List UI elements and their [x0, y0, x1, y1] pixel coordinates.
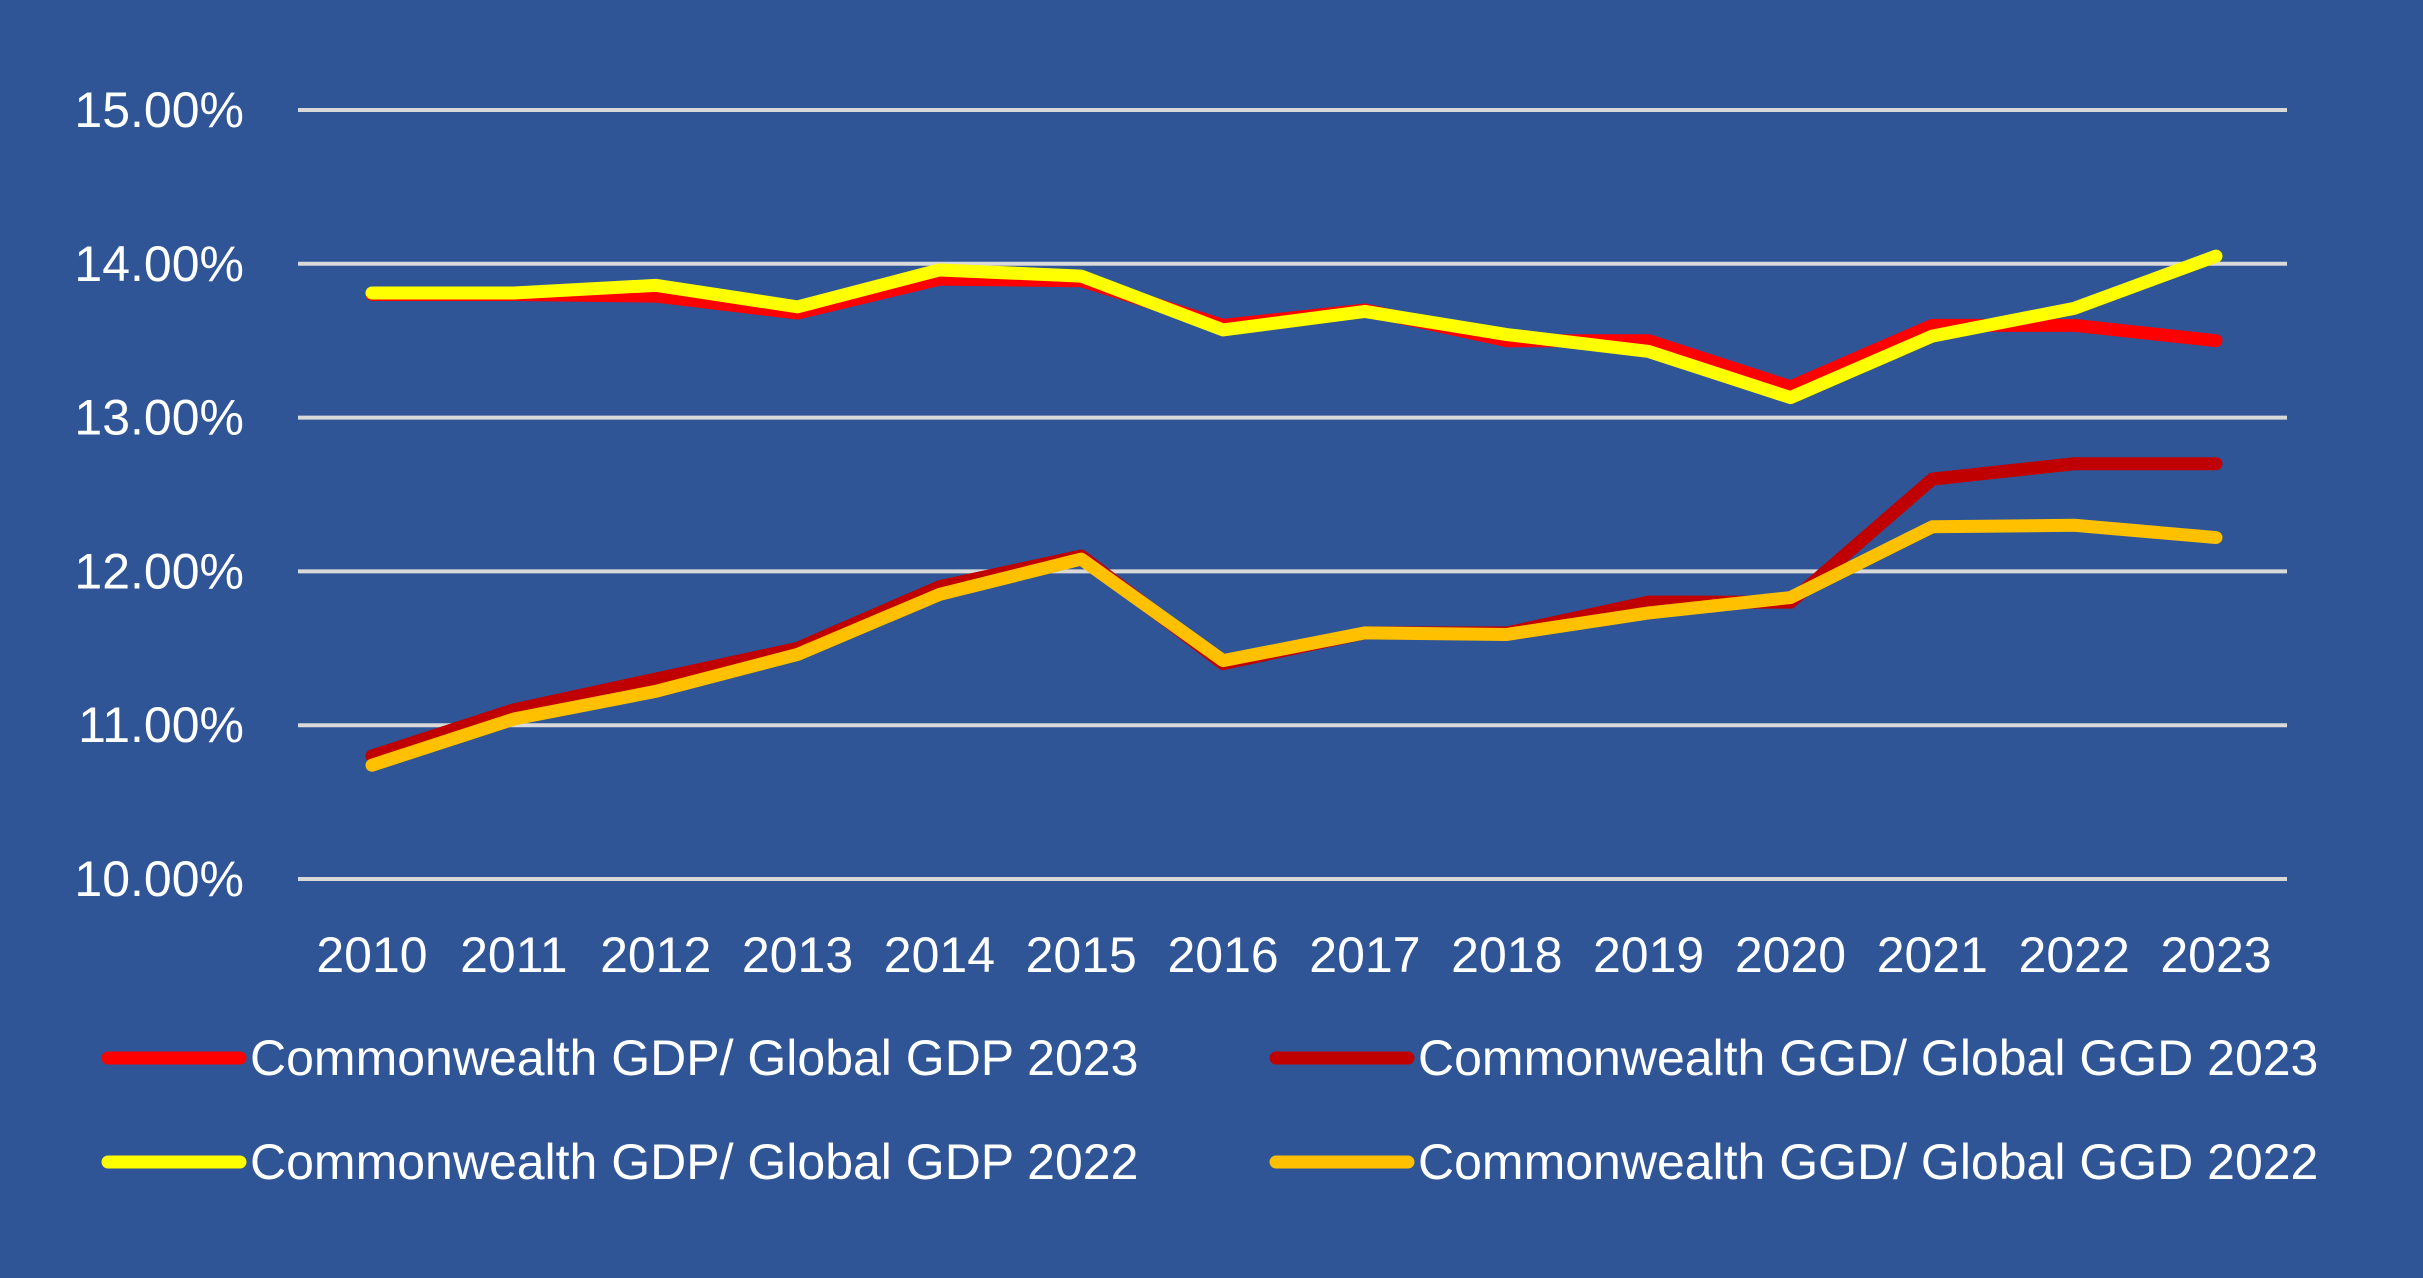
series-line-2	[365, 249, 2223, 405]
x-tick-label: 2017	[1309, 927, 1420, 983]
legend-label: Commonwealth GGD/ Global GGD 2022	[1418, 1134, 2318, 1190]
x-tick-label: 2018	[1451, 927, 1562, 983]
x-tick-label: 2014	[884, 927, 995, 983]
y-tick-label: 13.00%	[74, 390, 244, 446]
legend-label: Commonwealth GGD/ Global GGD 2023	[1418, 1030, 2318, 1086]
x-tick-label: 2011	[460, 927, 568, 983]
series-line-1	[365, 457, 2223, 763]
legend-item: Commonwealth GGD/ Global GGD 2022	[1269, 1134, 2318, 1190]
legend-item: Commonwealth GDP/ Global GDP 2023	[101, 1030, 1138, 1086]
x-tick-label: 2023	[2160, 927, 2271, 983]
y-tick-label: 10.00%	[74, 851, 244, 907]
x-tick-label: 2019	[1593, 927, 1704, 983]
series-line-3	[365, 518, 2223, 772]
x-tick-label: 2016	[1167, 927, 1278, 983]
legend-label: Commonwealth GDP/ Global GDP 2022	[250, 1134, 1138, 1190]
x-tick-label: 2012	[600, 927, 711, 983]
x-tick-label: 2013	[742, 927, 853, 983]
y-tick-label: 11.00%	[78, 697, 244, 753]
x-tick-label: 2022	[2019, 927, 2130, 983]
x-tick-label: 2010	[316, 927, 427, 983]
y-tick-label: 15.00%	[74, 82, 244, 138]
legend-item: Commonwealth GDP/ Global GDP 2022	[101, 1134, 1138, 1190]
legend-label: Commonwealth GDP/ Global GDP 2023	[250, 1030, 1138, 1086]
x-tick-label: 2015	[1026, 927, 1137, 983]
x-tick-label: 2021	[1877, 927, 1988, 983]
legend-item: Commonwealth GGD/ Global GGD 2023	[1269, 1030, 2318, 1086]
y-tick-label: 12.00%	[74, 543, 244, 599]
y-tick-label: 14.00%	[74, 236, 244, 292]
x-tick-label: 2020	[1735, 927, 1846, 983]
